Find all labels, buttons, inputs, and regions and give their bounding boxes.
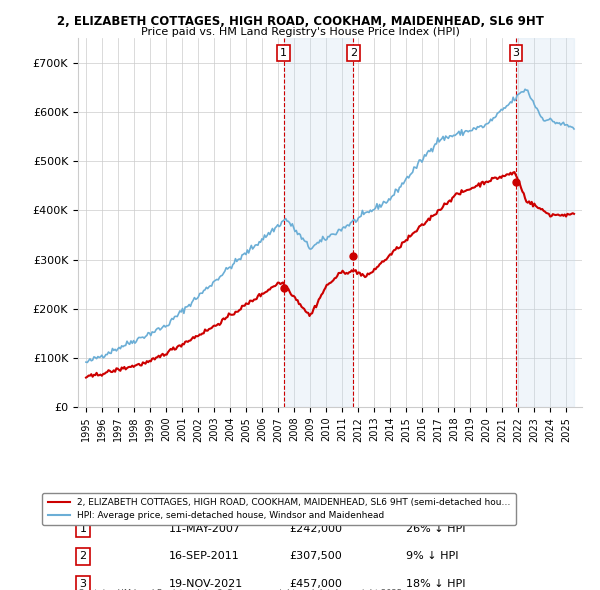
Bar bbox=[284, 38, 353, 407]
Text: 1: 1 bbox=[80, 524, 86, 534]
Text: 16-SEP-2011: 16-SEP-2011 bbox=[169, 552, 239, 562]
Legend: 2, ELIZABETH COTTAGES, HIGH ROAD, COOKHAM, MAIDENHEAD, SL6 9HT (semi-detached ho: 2, ELIZABETH COTTAGES, HIGH ROAD, COOKHA… bbox=[42, 493, 516, 525]
Text: Contains HM Land Registry data © Crown copyright and database right 2025.
This d: Contains HM Land Registry data © Crown c… bbox=[78, 589, 404, 590]
Text: £242,000: £242,000 bbox=[290, 524, 343, 534]
Bar bbox=[353, 38, 516, 407]
Text: 19-NOV-2021: 19-NOV-2021 bbox=[169, 579, 243, 589]
Text: 2: 2 bbox=[79, 552, 86, 562]
Text: 3: 3 bbox=[80, 579, 86, 589]
Text: 26% ↓ HPI: 26% ↓ HPI bbox=[406, 524, 465, 534]
Text: 3: 3 bbox=[512, 48, 520, 58]
Text: 18% ↓ HPI: 18% ↓ HPI bbox=[406, 579, 465, 589]
Text: £307,500: £307,500 bbox=[290, 552, 343, 562]
Text: 2: 2 bbox=[350, 48, 357, 58]
Text: 11-MAY-2007: 11-MAY-2007 bbox=[169, 524, 241, 534]
Bar bbox=[516, 38, 574, 407]
Text: 1: 1 bbox=[280, 48, 287, 58]
Text: Price paid vs. HM Land Registry's House Price Index (HPI): Price paid vs. HM Land Registry's House … bbox=[140, 27, 460, 37]
Text: 2, ELIZABETH COTTAGES, HIGH ROAD, COOKHAM, MAIDENHEAD, SL6 9HT: 2, ELIZABETH COTTAGES, HIGH ROAD, COOKHA… bbox=[56, 15, 544, 28]
Text: 9% ↓ HPI: 9% ↓ HPI bbox=[406, 552, 458, 562]
Text: £457,000: £457,000 bbox=[290, 579, 343, 589]
